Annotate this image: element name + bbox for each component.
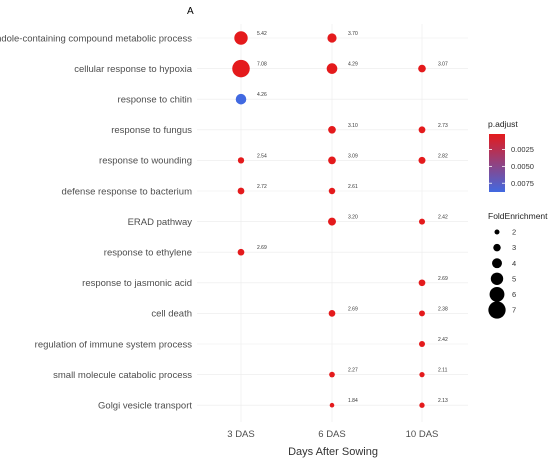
point-label: 2.13 xyxy=(438,398,448,404)
term-label-response-to-fungus: response to fungus xyxy=(111,125,192,136)
term-label-regulation-of-immune-system-process: regulation of immune system process xyxy=(35,339,193,350)
point-label: 3.09 xyxy=(348,153,358,159)
term-label-response-to-ethylene: response to ethylene xyxy=(104,248,192,259)
term-label-response-to-chitin: response to chitin xyxy=(118,95,192,106)
term-label-defense-response-to-bacterium: defense response to bacterium xyxy=(62,186,193,197)
x-tick-3-das: 3 DAS xyxy=(227,429,254,440)
point-label: 2.54 xyxy=(257,153,267,159)
color-tick-label: 0.0050 xyxy=(511,162,534,171)
point-label: 2.82 xyxy=(438,153,448,159)
data-points xyxy=(232,31,426,408)
point-label: 2.42 xyxy=(438,337,448,343)
point-label: 4.29 xyxy=(348,62,358,68)
x-tick-6-das: 6 DAS xyxy=(318,429,345,440)
point-response-to-jasmonic-acid-10-das xyxy=(418,279,426,287)
point-small-molecule-catabolic-process-10-das xyxy=(419,371,425,378)
size-key-label: 4 xyxy=(512,259,516,268)
term-label-response-to-wounding: response to wounding xyxy=(99,156,192,167)
point-erad-pathway-10-das xyxy=(418,218,426,225)
point-small-molecule-catabolic-process-6-das xyxy=(329,371,335,378)
size-key-label: 2 xyxy=(512,228,516,237)
x-axis-ticks: 3 DAS 6 DAS 10 DAS xyxy=(227,429,438,440)
panel-label: A xyxy=(187,6,194,17)
point-response-to-wounding-6-das xyxy=(328,156,336,165)
term-label-indole-containing-compound-metabolic-process: indole-containing compound metabolic pro… xyxy=(0,33,192,44)
point-label: 2.73 xyxy=(438,123,448,129)
point-label: 2.69 xyxy=(438,276,448,282)
color-legend-bar xyxy=(489,134,505,192)
term-label-response-to-jasmonic-acid: response to jasmonic acid xyxy=(82,278,192,289)
point-defense-response-to-bacterium-6-das xyxy=(328,187,336,195)
point-label: 3.70 xyxy=(348,31,358,37)
point-erad-pathway-6-das xyxy=(328,217,336,226)
point-response-to-ethylene-3-das xyxy=(237,248,245,256)
size-key-dot xyxy=(493,243,501,252)
point-label: 2.69 xyxy=(257,245,267,251)
point-golgi-vesicle-transport-10-das xyxy=(419,402,425,408)
point-cellular-response-to-hypoxia-3-das xyxy=(232,59,250,78)
point-label: 1.84 xyxy=(348,398,358,404)
color-tick-label: 0.0075 xyxy=(511,179,534,188)
color-legend: p.adjust 0.0025 0.0050 0.0075 xyxy=(488,119,534,192)
size-key-dot xyxy=(489,286,505,302)
point-indole-containing-compound-metabolic-process-6-das xyxy=(327,33,337,43)
x-axis-title: Days After Sowing xyxy=(288,446,378,458)
point-indole-containing-compound-metabolic-process-3-das xyxy=(234,31,248,45)
point-label: 2.11 xyxy=(438,368,448,374)
point-response-to-wounding-3-das xyxy=(237,157,245,164)
point-cellular-response-to-hypoxia-6-das xyxy=(326,63,338,74)
point-response-to-chitin-3-das xyxy=(235,93,247,105)
point-defense-response-to-bacterium-3-das xyxy=(237,187,245,195)
term-label-erad-pathway: ERAD pathway xyxy=(128,217,193,228)
point-regulation-of-immune-system-process-10-das xyxy=(418,340,426,348)
term-label-cell-death: cell death xyxy=(151,309,192,320)
size-key-dot xyxy=(488,301,506,319)
point-response-to-fungus-10-das xyxy=(418,126,426,134)
size-key-dot xyxy=(494,229,500,235)
size-key-dot xyxy=(492,258,502,269)
point-label: 3.10 xyxy=(348,123,358,129)
point-labels: 5.42 3.70 7.08 4.29 3.07 4.26 3.10 2.73 2.54 3.09… xyxy=(257,31,448,404)
point-label: 5.42 xyxy=(257,31,267,37)
size-key-dot xyxy=(490,272,504,285)
point-cellular-response-to-hypoxia-10-das xyxy=(418,64,426,73)
point-label: 2.38 xyxy=(438,306,448,312)
color-legend-ticks: 0.0025 0.0050 0.0075 xyxy=(489,145,534,188)
size-key-label: 6 xyxy=(512,290,516,299)
point-golgi-vesicle-transport-6-das xyxy=(329,402,335,408)
point-label: 2.42 xyxy=(438,215,448,221)
point-label: 2.61 xyxy=(348,184,358,190)
size-legend-title: FoldEnrichment xyxy=(488,211,548,221)
size-key-label: 5 xyxy=(512,274,516,283)
point-label: 4.26 xyxy=(257,92,267,98)
size-key-label: 3 xyxy=(512,243,516,252)
point-label: 3.20 xyxy=(348,215,358,221)
point-label: 7.08 xyxy=(257,62,267,68)
y-axis-terms: indole-containing compound metabolic pro… xyxy=(0,33,193,411)
x-tick-10-das: 10 DAS xyxy=(406,429,439,440)
point-label: 2.72 xyxy=(257,184,267,190)
term-label-small-molecule-catabolic-process: small molecule catabolic process xyxy=(53,370,192,381)
term-label-cellular-response-to-hypoxia: cellular response to hypoxia xyxy=(74,64,192,75)
point-cell-death-10-das xyxy=(419,310,425,317)
point-response-to-fungus-6-das xyxy=(328,125,336,134)
point-cell-death-6-das xyxy=(328,310,336,317)
point-response-to-wounding-10-das xyxy=(418,156,426,164)
color-tick-label: 0.0025 xyxy=(511,145,534,154)
size-legend: FoldEnrichment 2 3 4 5 6 7 xyxy=(488,211,548,319)
point-label: 2.69 xyxy=(348,306,358,312)
size-legend-keys: 2 3 4 5 6 7 xyxy=(488,228,516,319)
size-key-label: 7 xyxy=(512,306,516,315)
point-label: 2.27 xyxy=(348,368,358,374)
point-label: 3.07 xyxy=(438,62,448,68)
color-legend-title: p.adjust xyxy=(488,119,518,129)
term-label-golgi-vesicle-transport: Golgi vesicle transport xyxy=(98,401,192,412)
